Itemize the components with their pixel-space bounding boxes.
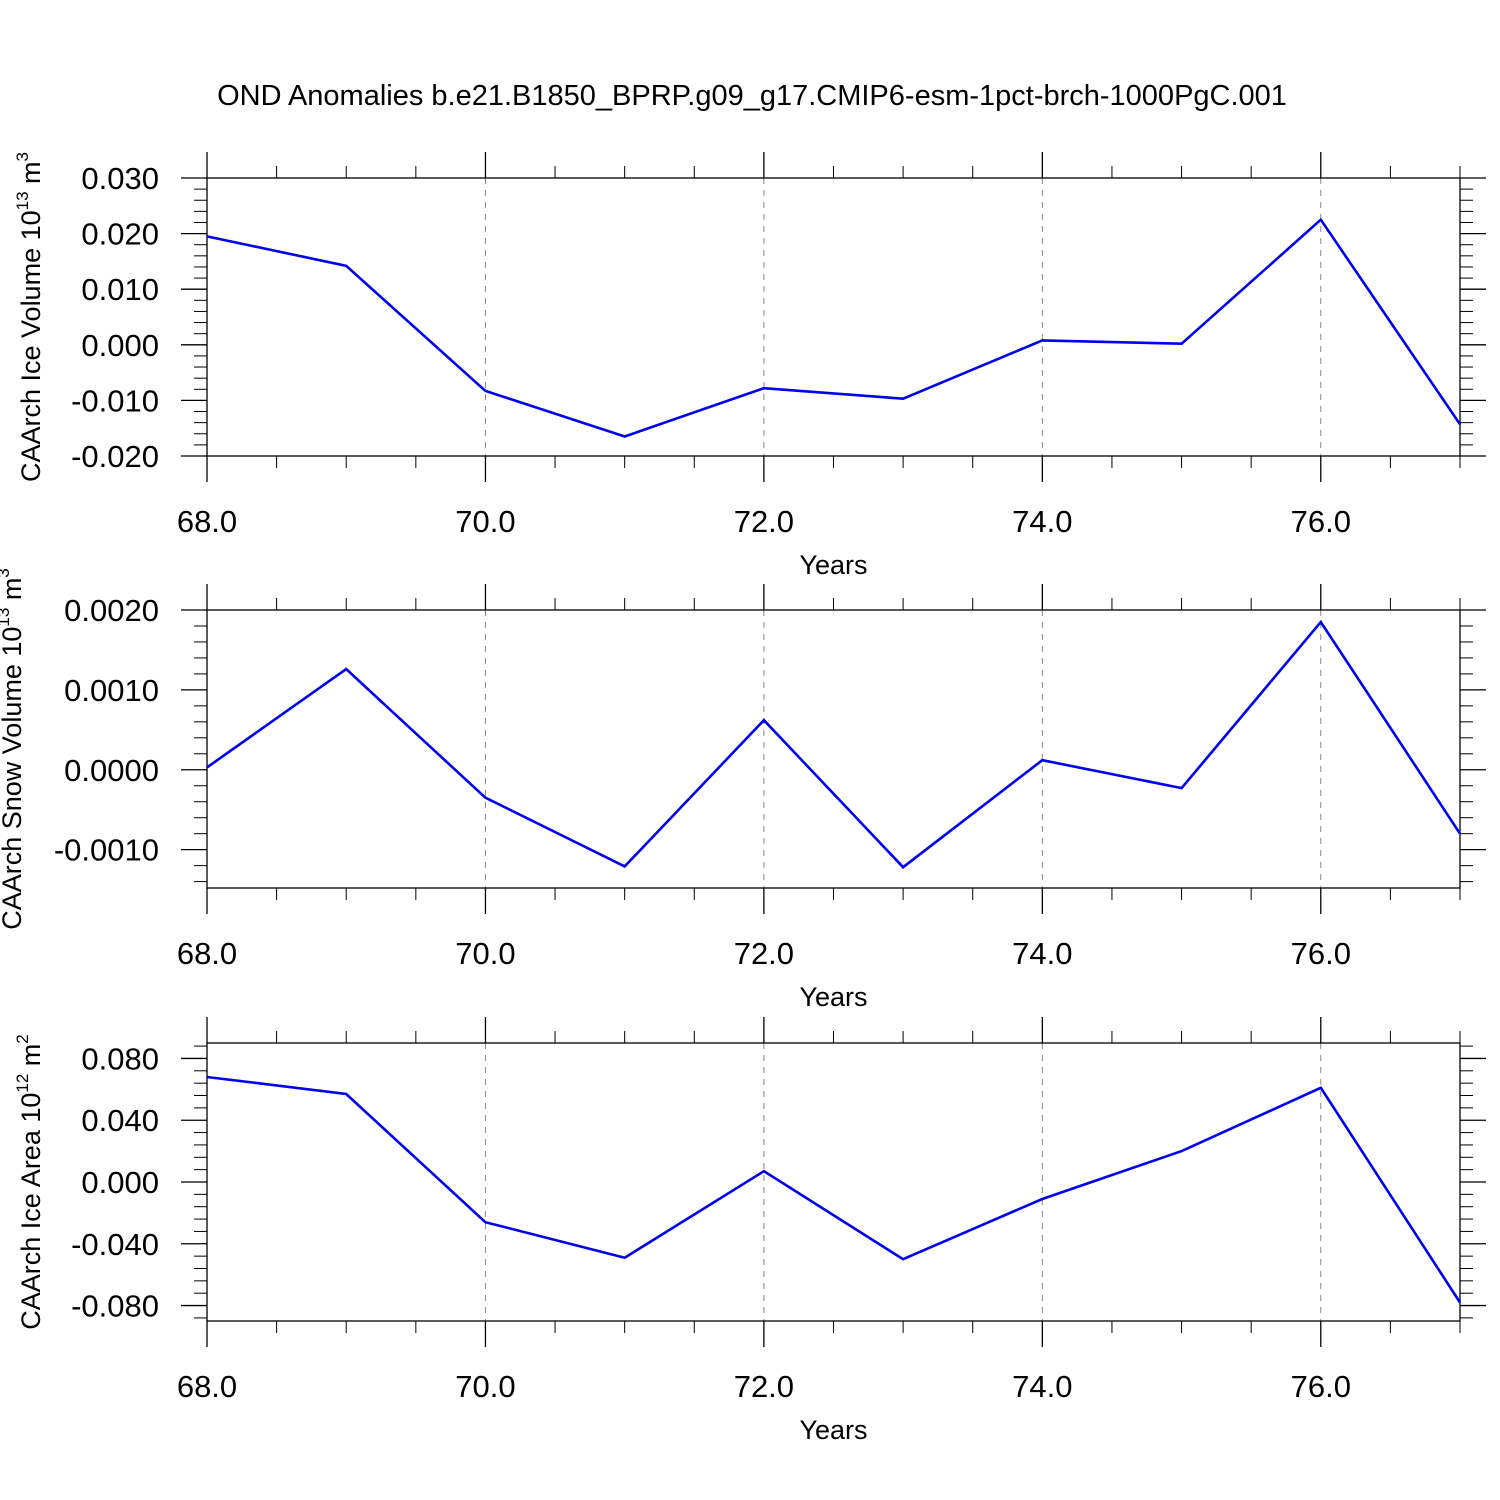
x-tick-label: 68.0 xyxy=(177,1369,237,1404)
x-tick-label: 74.0 xyxy=(1012,504,1072,539)
y-label-unit: m xyxy=(16,161,46,191)
x-tick-label: 72.0 xyxy=(734,504,794,539)
y-tick-label: 0.020 xyxy=(81,217,159,252)
x-tick-label: 70.0 xyxy=(455,936,515,971)
x-tick-label: 70.0 xyxy=(455,1369,515,1404)
plot-frame xyxy=(206,609,1461,889)
y-tick-label: -0.010 xyxy=(71,383,159,418)
panels: 68.0 70.0 72.0 74.0 76.0 0.030 0.020 0.010 0.000… xyxy=(0,152,1486,1445)
x-tick-label: 74.0 xyxy=(1012,1369,1072,1404)
series-line xyxy=(206,1075,1462,1304)
panel-2: 68.0 70.0 72.0 74.0 76.0 0.0020 0.0010 0.0000 -0… xyxy=(0,568,1486,1012)
x-tick-label: 76.0 xyxy=(1291,936,1351,971)
y-tick-label: -0.0010 xyxy=(54,833,159,868)
y-label-unit-exponent: 3 xyxy=(0,568,13,577)
x-tick-label: 68.0 xyxy=(177,936,237,971)
panel-1: 68.0 70.0 72.0 74.0 76.0 0.030 0.020 0.010 0.000… xyxy=(13,152,1486,580)
x-axis-label: Years xyxy=(799,982,867,1012)
y-tick-label: 0.010 xyxy=(81,272,159,307)
x-tick-label: 68.0 xyxy=(177,504,237,539)
y-tick-label: -0.040 xyxy=(71,1227,159,1262)
y-tick-label: -0.020 xyxy=(71,439,159,474)
y-label-unit: m xyxy=(0,578,27,608)
y-label-main: CAArch Ice Area 10 xyxy=(16,1093,46,1330)
x-tick-label: 76.0 xyxy=(1291,1369,1351,1404)
y-tick-label: -0.080 xyxy=(71,1289,159,1324)
x-tick-label: 76.0 xyxy=(1291,504,1351,539)
y-tick-label: 0.000 xyxy=(81,328,159,363)
y-label-unit: m xyxy=(16,1044,46,1074)
y-label-exponent: 12 xyxy=(13,1074,32,1093)
y-tick-label: 0.0000 xyxy=(64,753,159,788)
panel-3: 68.0 70.0 72.0 74.0 76.0 0.080 0.040 0.000 -0.04… xyxy=(13,1017,1486,1445)
y-tick-label: 0.030 xyxy=(81,161,159,196)
y-label-unit-exponent: 2 xyxy=(13,1034,32,1043)
plot-frame xyxy=(206,1042,1461,1322)
y-tick-label: 0.040 xyxy=(81,1103,159,1138)
x-axis-label: Years xyxy=(799,1415,867,1445)
y-label-unit-exponent: 3 xyxy=(13,152,32,161)
y-tick-label: 0.000 xyxy=(81,1165,159,1200)
y-axis-label: CAArch Snow Volume 1013 m3 xyxy=(0,568,27,930)
x-tick-label: 74.0 xyxy=(1012,936,1072,971)
x-axis-label: Years xyxy=(799,550,867,580)
y-label-main: CAArch Ice Volume 10 xyxy=(16,210,46,482)
y-tick-label: 0.0020 xyxy=(64,593,159,628)
y-label-main: CAArch Snow Volume 10 xyxy=(0,627,27,930)
y-label-exponent: 13 xyxy=(13,191,32,210)
y-tick-label: 0.0010 xyxy=(64,673,159,708)
series-line xyxy=(206,217,1462,438)
x-tick-label: 72.0 xyxy=(734,936,794,971)
y-label-exponent: 13 xyxy=(0,608,13,627)
y-axis-label: CAArch Ice Volume 1013 m3 xyxy=(13,152,46,482)
y-tick-label: 0.080 xyxy=(81,1041,159,1076)
x-tick-label: 70.0 xyxy=(455,504,515,539)
figure-title: OND Anomalies b.e21.B1850_BPRP.g09_g17.C… xyxy=(217,80,1287,112)
series-line xyxy=(206,619,1462,869)
y-axis-label: CAArch Ice Area 1012 m2 xyxy=(13,1034,46,1330)
plot-frame xyxy=(206,177,1461,457)
x-tick-label: 72.0 xyxy=(734,1369,794,1404)
